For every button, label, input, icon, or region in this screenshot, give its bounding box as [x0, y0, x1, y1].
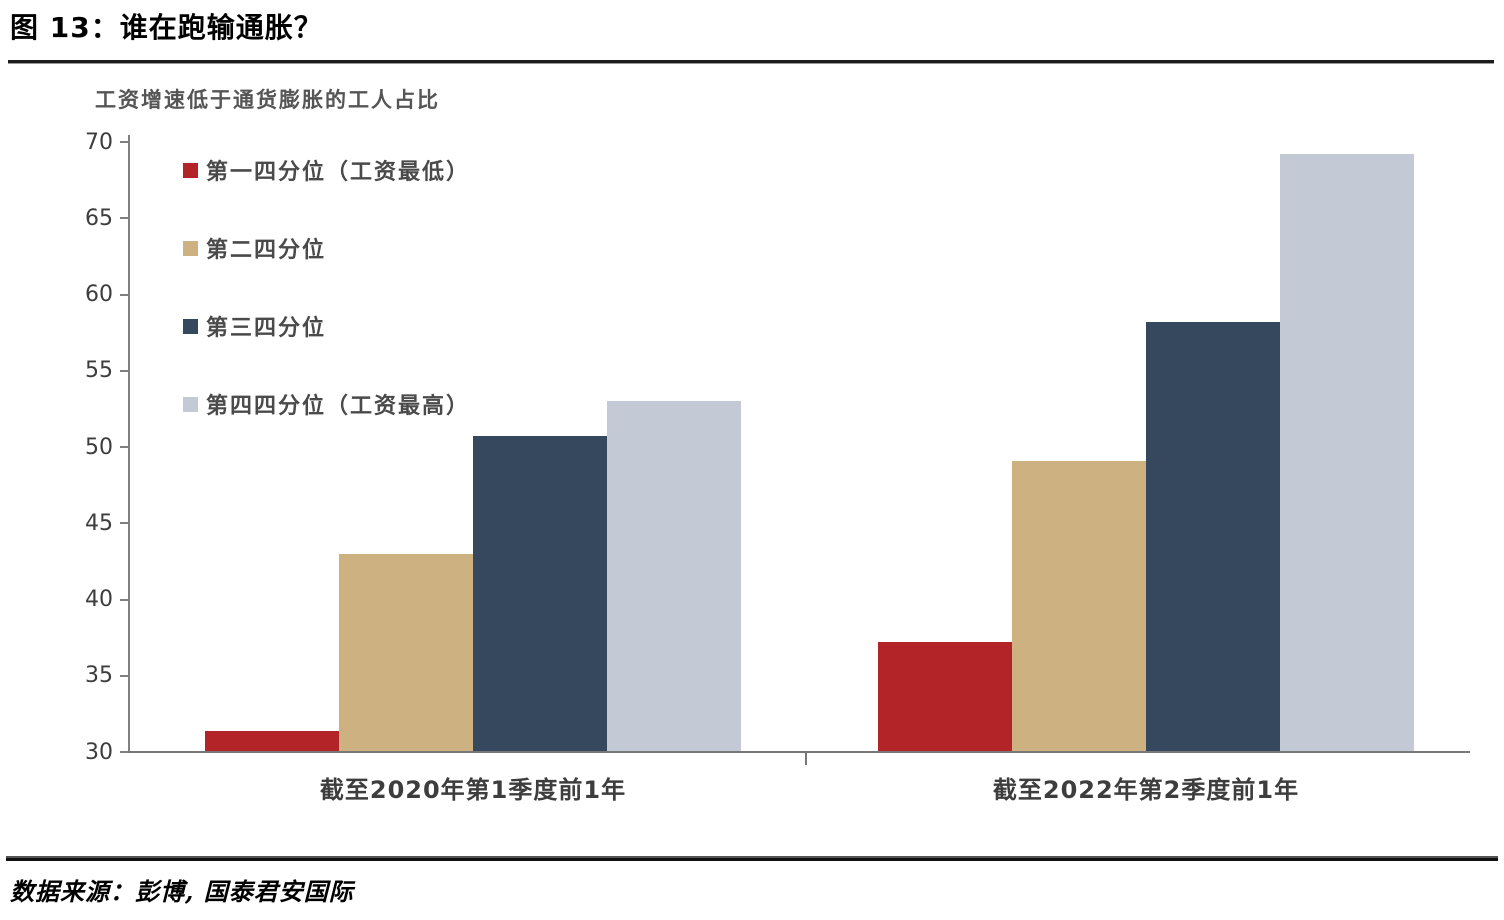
legend-item: 第三四分位: [183, 312, 470, 341]
legend-item: 第二四分位: [183, 234, 470, 263]
title-divider-rule: [8, 60, 1494, 64]
legend-item: 第四四分位（工资最高）: [183, 390, 471, 419]
y-tick-label: 40: [85, 587, 113, 612]
legend: 第一四分位（工资最低） 第二四分位第三四分位第四四分位（工资最高）: [183, 156, 470, 468]
data-source: 数据来源：彭博, 国泰君安国际: [10, 877, 354, 906]
y-tick-label: 50: [85, 434, 113, 460]
y-tick-mark: [120, 522, 128, 525]
y-tick-mark: [120, 598, 128, 601]
legend-label: 第三四分位: [206, 316, 327, 341]
x-axis-labels: 截至2020年第1季度前1年 截至2022年第2季度前1年: [128, 770, 1470, 805]
y-tick: 65: [58, 205, 128, 231]
bar: [339, 553, 473, 752]
y-tick: 60: [58, 282, 128, 308]
y-tick: 30: [58, 739, 128, 765]
bar: [1012, 460, 1146, 752]
y-tick: 70: [58, 129, 128, 155]
y-tick-mark: [120, 446, 128, 448]
chart-subtitle: 工资增速低于通货膨胀的工人占比: [95, 88, 440, 112]
y-tick-mark: [120, 751, 128, 753]
x-axis-line: [128, 751, 1470, 753]
x-category-label: 截至2020年第1季度前1年: [319, 776, 627, 804]
y-tick: 40: [58, 587, 128, 613]
y-axis-line: [128, 135, 130, 752]
y-tick-mark: [120, 674, 128, 677]
category-divider-tick: [805, 752, 807, 765]
bar-group: [878, 142, 1414, 752]
y-tick-mark: [120, 141, 128, 143]
bar: [878, 642, 1012, 752]
bar: [205, 730, 339, 752]
bar: [1280, 154, 1414, 752]
legend-swatch: [183, 396, 198, 412]
footer-divider-rule: [6, 856, 1498, 861]
bar-group: [205, 142, 741, 752]
legend-swatch: [183, 318, 198, 334]
y-tick-label: 45: [85, 510, 113, 536]
bars-container: [128, 142, 1470, 752]
y-tick: 35: [58, 663, 128, 689]
legend-label: 第二四分位: [206, 238, 327, 263]
y-tick-label: 70: [85, 129, 113, 155]
y-tick-mark: [120, 369, 128, 372]
y-tick-mark: [120, 217, 128, 220]
y-tick-mark: [120, 293, 128, 296]
bar: [1146, 321, 1280, 752]
legend-swatch: [183, 162, 198, 178]
legend-item: 第一四分位（工资最低）: [183, 156, 471, 185]
y-tick-label: 65: [85, 205, 113, 231]
y-tick: 50: [58, 434, 128, 460]
y-tick-label: 35: [85, 663, 113, 689]
y-tick: 55: [58, 358, 128, 384]
bar: [607, 401, 741, 752]
legend-label: 第一四分位（工资最低）: [206, 160, 471, 185]
y-tick-label: 55: [85, 358, 113, 384]
figure-title: 图 13：谁在跑输通胀？: [10, 11, 323, 44]
y-tick: 45: [58, 510, 128, 536]
y-tick-label: 30: [85, 739, 113, 765]
bar: [473, 436, 607, 752]
plot-area: 30 35 40 45 50 55 60 65 70 第一四分位（工资最低） 第二四分位第三四分位…: [85, 130, 1470, 765]
legend-label: 第四四分位（工资最高）: [206, 394, 471, 419]
y-tick-label: 60: [85, 282, 113, 307]
x-category-label: 截至2022年第2季度前1年: [992, 776, 1300, 804]
legend-swatch: [183, 240, 198, 256]
